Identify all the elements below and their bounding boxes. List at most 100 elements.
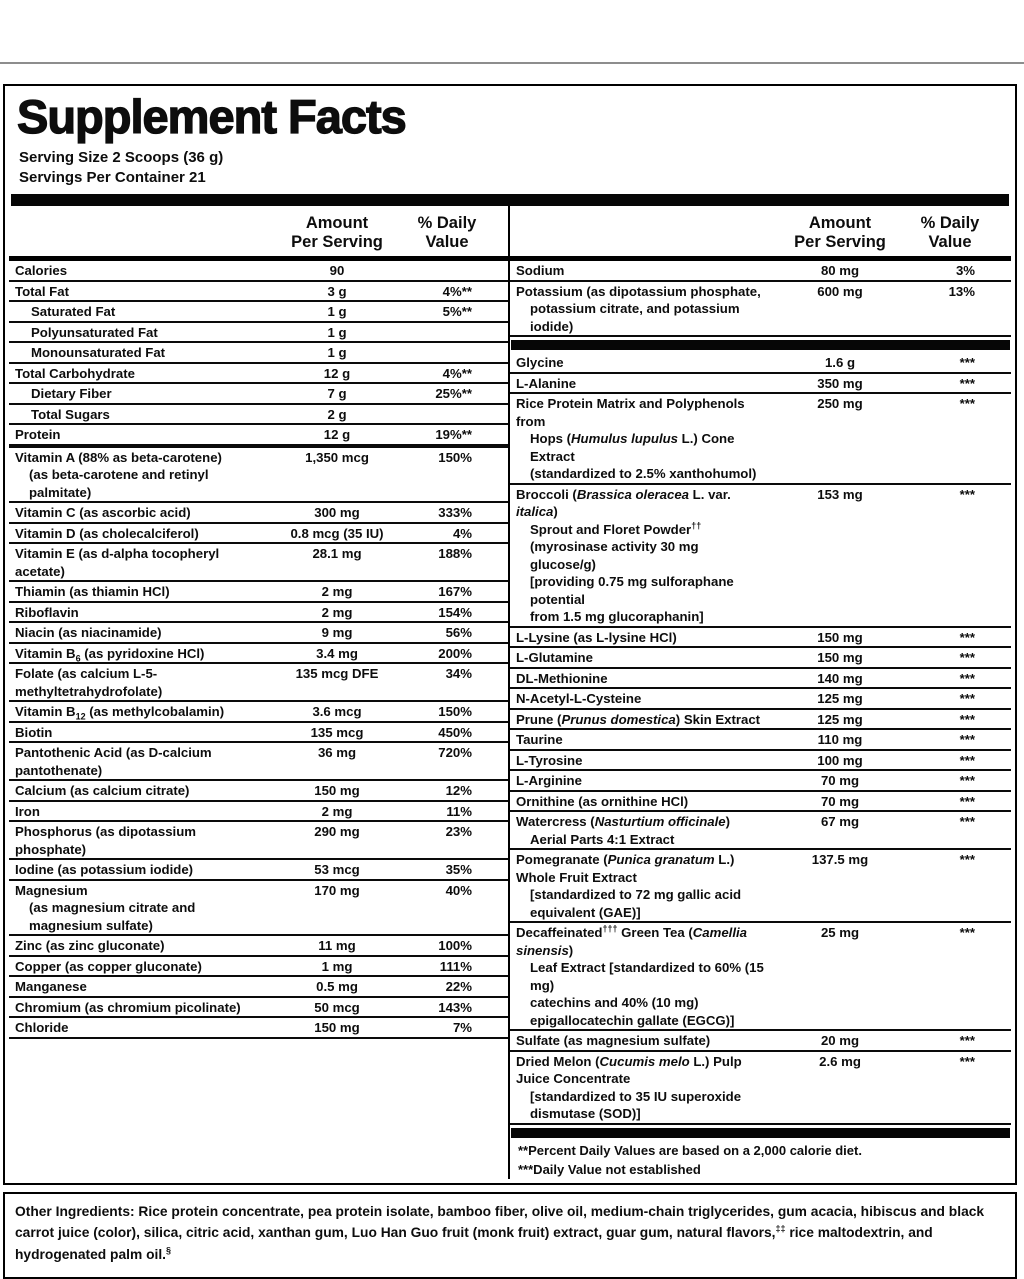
ingredient-name: Zinc (as zinc gluconate) — [9, 937, 262, 955]
amount-value: 150 mg — [765, 649, 915, 667]
section-divider-bar — [511, 340, 1010, 350]
amount-value: 600 mg — [765, 283, 915, 336]
ingredient-name: L-Glutamine — [510, 649, 765, 667]
amount-value: 11 mg — [262, 937, 412, 955]
ingredient-name: L-Alanine — [510, 375, 765, 393]
amount-value: 1 mg — [262, 958, 412, 976]
ingredient-name: Vitamin D (as cholecalciferol) — [9, 525, 262, 543]
amount-value: 150 mg — [262, 782, 412, 800]
amount-value: 170 mg — [262, 882, 412, 935]
dv-value: *** — [915, 851, 1011, 921]
amount-value: 150 mg — [262, 1019, 412, 1037]
amount-value: 140 mg — [765, 670, 915, 688]
amount-value: 135 mcg DFE — [262, 665, 412, 700]
dv-value: *** — [915, 486, 1011, 626]
dv-value: 35% — [412, 861, 508, 879]
table-row: Broccoli (Brassica oleracea L. var. ital… — [510, 485, 1011, 628]
table-row: Vitamin E (as d-alpha tocopheryl acetate… — [9, 544, 508, 582]
dv-value: 4%** — [412, 365, 508, 383]
ingredient-name: Niacin (as niacinamide) — [9, 624, 262, 642]
amount-value: 137.5 mg — [765, 851, 915, 921]
dv-value: 150% — [412, 703, 508, 721]
dv-value: *** — [915, 375, 1011, 393]
amount-value: 28.1 mg — [262, 545, 412, 580]
ingredient-name: Dried Melon (Cucumis melo L.) Pulp Juice… — [510, 1053, 765, 1123]
dv-value: *** — [915, 629, 1011, 647]
table-row: Rice Protein Matrix and Polyphenols from… — [510, 394, 1011, 485]
other-ingredients-box: Other Ingredients: Rice protein concentr… — [3, 1192, 1017, 1279]
amount-value: 300 mg — [262, 504, 412, 522]
dv-value — [412, 344, 508, 362]
amount-value: 100 mg — [765, 752, 915, 770]
dv-value — [412, 262, 508, 280]
dv-value: 450% — [412, 724, 508, 742]
ingredient-name: Vitamin C (as ascorbic acid) — [9, 504, 262, 522]
amount-value: 70 mg — [765, 793, 915, 811]
header-spacer — [9, 214, 262, 252]
amount-value: 25 mg — [765, 924, 915, 1029]
page-top-rule — [0, 62, 1024, 64]
ingredient-name: Vitamin B12 (as methylcobalamin) — [9, 703, 262, 721]
table-row: Folate (as calcium L-5-methyltetrahydrof… — [9, 664, 508, 702]
ingredient-name: Iodine (as potassium iodide) — [9, 861, 262, 879]
ingredient-name: L-Arginine — [510, 772, 765, 790]
dv-value: 4%** — [412, 283, 508, 301]
amount-value: 2 g — [262, 406, 412, 424]
table-row: Watercress (Nasturtium officinale)Aerial… — [510, 812, 1011, 850]
footnote: **Percent Daily Values are based on a 2,… — [510, 1141, 1011, 1160]
amount-value: 250 mg — [765, 395, 915, 483]
ingredient-name: Polyunsaturated Fat — [9, 324, 262, 342]
table-row: Decaffeinated††† Green Tea (Camellia sin… — [510, 923, 1011, 1031]
ingredient-name: Calcium (as calcium citrate) — [9, 782, 262, 800]
dv-value: *** — [915, 395, 1011, 483]
header-spacer — [510, 214, 765, 252]
ingredient-name: Calories — [9, 262, 262, 280]
dv-value: 150% — [412, 449, 508, 502]
amount-value: 9 mg — [262, 624, 412, 642]
dv-value: 200% — [412, 645, 508, 663]
footnote: ***Daily Value not established — [510, 1160, 1011, 1179]
dv-value: *** — [915, 924, 1011, 1029]
amount-value: 0.5 mg — [262, 978, 412, 996]
amount-value: 1 g — [262, 303, 412, 321]
ingredient-name: Broccoli (Brassica oleracea L. var. ital… — [510, 486, 765, 626]
table-row: Vitamin D (as cholecalciferol)0.8 mcg (3… — [9, 524, 508, 545]
amount-value: 290 mg — [262, 823, 412, 858]
dv-value: 333% — [412, 504, 508, 522]
dv-value: 40% — [412, 882, 508, 935]
dv-value: *** — [915, 813, 1011, 848]
amount-value: 7 g — [262, 385, 412, 403]
dv-value: 34% — [412, 665, 508, 700]
ingredient-name: DL-Methionine — [510, 670, 765, 688]
ingredient-name: Pantothenic Acid (as D-calcium pantothen… — [9, 744, 262, 779]
dv-value: *** — [915, 731, 1011, 749]
dv-value: 22% — [412, 978, 508, 996]
dv-value: 12% — [412, 782, 508, 800]
dv-value — [412, 406, 508, 424]
dv-value: 11% — [412, 803, 508, 821]
ingredient-name: Sulfate (as magnesium sulfate) — [510, 1032, 765, 1050]
dv-value: *** — [915, 670, 1011, 688]
ingredient-name: Glycine — [510, 354, 765, 372]
ingredient-name: Thiamin (as thiamin HCl) — [9, 583, 262, 601]
ingredient-name: Chloride — [9, 1019, 262, 1037]
amount-value: 0.8 mcg (35 IU) — [262, 525, 412, 543]
ingredient-name: Biotin — [9, 724, 262, 742]
table-row: Pantothenic Acid (as D-calcium pantothen… — [9, 743, 508, 781]
section-divider-bar — [511, 1128, 1010, 1138]
amount-value: 350 mg — [765, 375, 915, 393]
